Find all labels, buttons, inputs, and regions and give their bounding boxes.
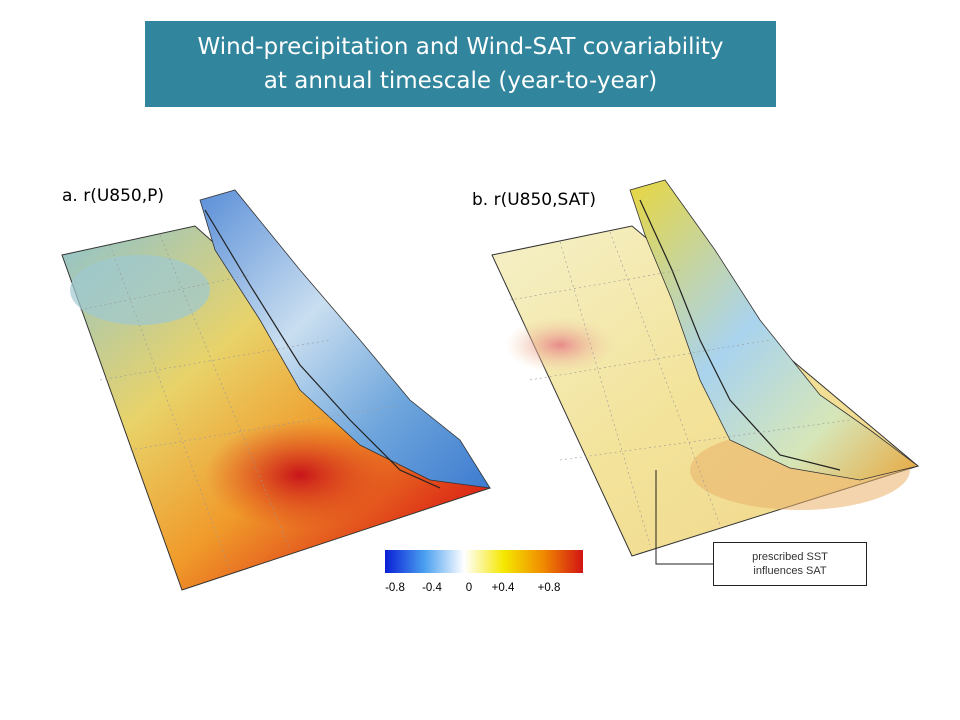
annotation-leader-line: [655, 470, 713, 565]
title-line-1: Wind-precipitation and Wind-SAT covariab…: [197, 34, 724, 60]
panel-a-red-core: [205, 420, 395, 530]
panel-b-label: b. r(U850,SAT): [472, 190, 596, 210]
panel-a-map: [61, 189, 491, 591]
panel-b-map: [491, 179, 920, 557]
panel-a-coastline: [204, 209, 441, 489]
annotation-line-1: prescribed SST: [752, 551, 828, 563]
panel-b-coastline: [639, 199, 841, 471]
annotation-line-2: influences SAT: [753, 565, 827, 577]
annotation-box: prescribed SST influences SAT: [713, 542, 867, 586]
colorbar-ticks: -0.8 -0.4 0 +0.4 +0.8: [375, 582, 595, 598]
colorbar-tick-label: +0.4: [491, 582, 515, 594]
panel-b-pink-region: [505, 317, 615, 373]
panel-a-blue-region: [70, 255, 210, 325]
colorbar-tick-label: -0.8: [385, 582, 405, 594]
colorbar-tick-label: 0: [465, 582, 473, 594]
colorbar-tick-label: +0.8: [537, 582, 561, 594]
panel-b-gridlines: [509, 231, 851, 546]
colorbar-gradient: [385, 550, 583, 573]
panel-a-andes-ridge: [199, 189, 491, 489]
panel-a-label: a. r(U850,P): [62, 186, 165, 206]
colorbar-tick-label: -0.4: [422, 582, 442, 594]
panel-a-gridlines: [79, 234, 401, 571]
panel-b-andes-ridge: [629, 179, 919, 481]
figure-title: Wind-precipitation and Wind-SAT covariab…: [145, 21, 776, 107]
colorbar: [385, 550, 583, 573]
title-line-2: at annual timescale (year-to-year): [263, 68, 658, 94]
